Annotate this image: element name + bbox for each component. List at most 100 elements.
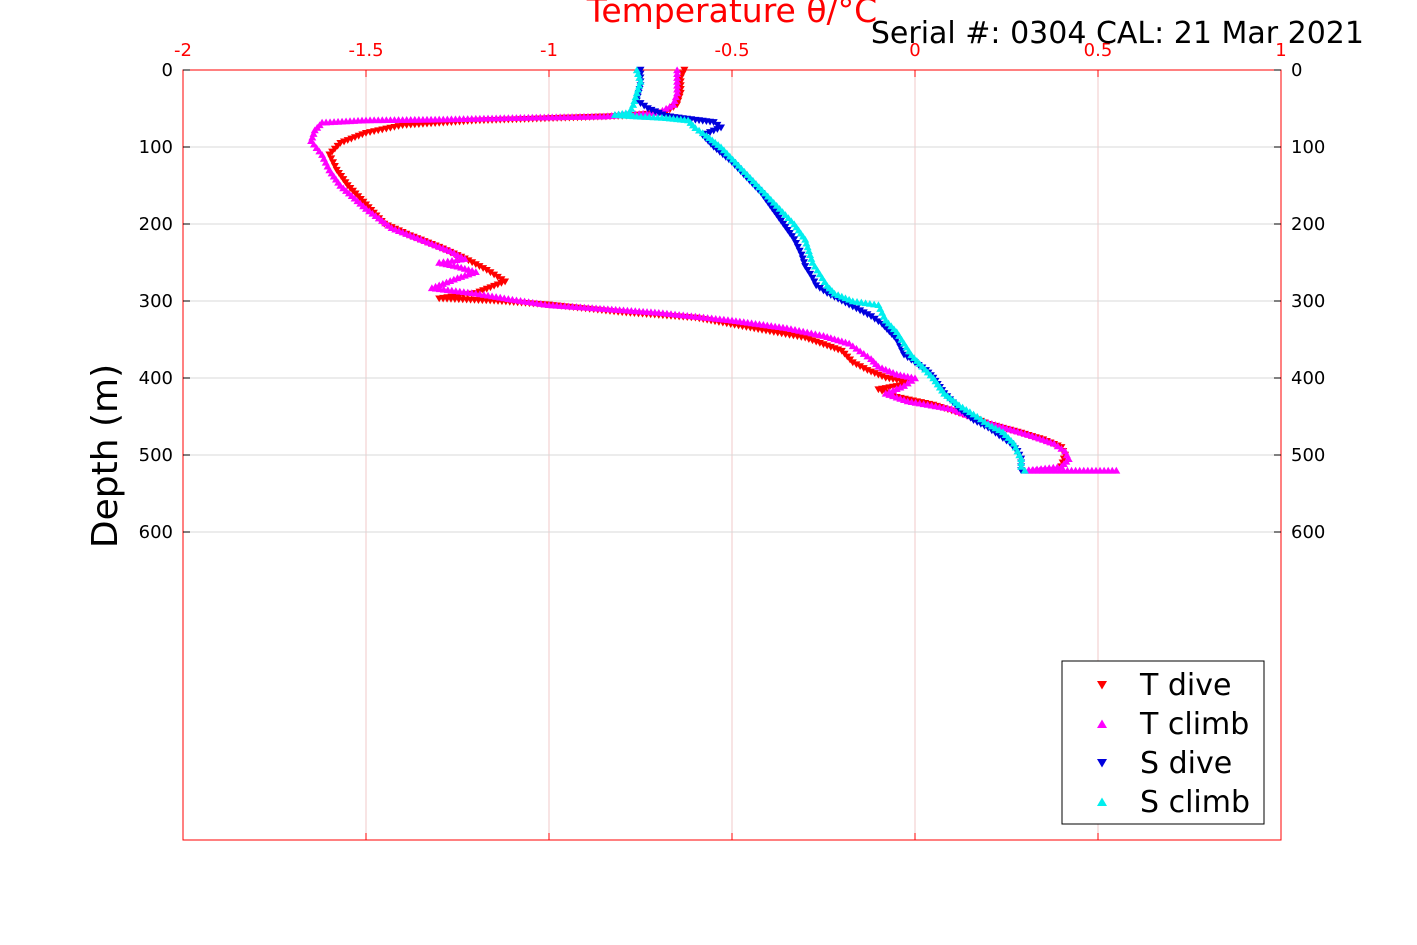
data-point [479, 265, 488, 272]
data-point [852, 361, 861, 369]
data-point [1017, 459, 1026, 466]
data-point [810, 278, 819, 286]
data-point [636, 77, 645, 85]
legend-box [1061, 660, 1265, 825]
legend-items: T dive T climb S dive S climb [1097, 668, 1250, 820]
data-point [969, 410, 978, 418]
data-points [307, 66, 1121, 474]
data-point [815, 284, 824, 292]
data-point [1053, 442, 1062, 450]
data-point [795, 247, 804, 255]
data-point [954, 401, 963, 409]
x-tick-label: 0 [909, 40, 920, 61]
legend-marker [1097, 719, 1107, 728]
data-point [863, 352, 872, 360]
data-point [698, 129, 707, 137]
x-axis-label: Temperature θ/°C [586, 0, 877, 30]
data-point [1020, 466, 1029, 474]
y-tick-label-right: 600 [1291, 522, 1325, 543]
data-point [636, 66, 645, 74]
data-point [848, 359, 857, 367]
data-point [709, 119, 718, 126]
serial-calibration-header: Serial #: 0304 CAL: 21 Mar 2021 [871, 16, 1364, 51]
data-point [631, 93, 640, 101]
data-point [634, 70, 643, 78]
data-point [806, 270, 815, 278]
data-point [807, 255, 816, 262]
data-point [859, 309, 868, 317]
data-point [636, 100, 645, 107]
data-point [713, 121, 722, 129]
data-point [859, 350, 868, 357]
data-point [801, 235, 810, 243]
data-point [793, 243, 802, 251]
legend-marker [1097, 681, 1107, 690]
series-s-climb [610, 66, 1029, 474]
data-point [812, 282, 821, 290]
data-point [327, 155, 336, 163]
y-tick-label-left: 400 [139, 368, 173, 389]
x-tick-label: -1 [540, 40, 558, 61]
legend-item: S dive [1097, 746, 1232, 781]
data-point [976, 415, 985, 423]
data-point [671, 93, 680, 101]
data-point [1112, 466, 1121, 474]
y-tick-label-right: 400 [1291, 368, 1325, 389]
data-point [673, 85, 682, 93]
data-point [792, 240, 801, 247]
data-point [797, 251, 806, 259]
data-point [486, 269, 495, 277]
data-point [632, 66, 641, 74]
data-point [691, 124, 700, 131]
data-point [802, 239, 811, 247]
data-point [673, 81, 682, 89]
x-tick-label: -0.5 [714, 40, 749, 61]
data-point [330, 163, 339, 170]
legend-item: T dive [1097, 668, 1231, 703]
data-point [907, 376, 916, 384]
data-point [475, 263, 484, 270]
data-point [980, 418, 989, 425]
data-point [632, 89, 641, 97]
legend-marker [1097, 759, 1107, 768]
data-point [870, 315, 879, 323]
data-point [790, 236, 799, 243]
data-point [634, 85, 643, 93]
data-point [874, 318, 883, 326]
y-tick-label-left: 100 [139, 137, 173, 158]
y-tick-label-right: 200 [1291, 214, 1325, 235]
data-point [695, 126, 704, 134]
data-point [806, 251, 815, 258]
data-point [673, 70, 682, 78]
x-tick-label: -1.5 [348, 40, 383, 61]
data-point [1017, 455, 1026, 463]
data-point [856, 363, 865, 371]
legend-label: T dive [1139, 668, 1231, 703]
data-point [670, 97, 679, 104]
data-point [493, 273, 502, 281]
data-point [973, 412, 982, 420]
legend-label: T climb [1139, 707, 1249, 742]
data-point [798, 255, 807, 263]
data-point [958, 403, 967, 411]
legend-item: T climb [1097, 707, 1249, 742]
data-point [635, 74, 644, 81]
data-point [845, 339, 854, 347]
y-tick-label-right: 0 [1291, 60, 1302, 81]
data-point [848, 342, 857, 350]
data-point [962, 405, 971, 413]
data-point [867, 313, 876, 320]
data-point [823, 290, 832, 297]
y-tick-label-right: 100 [1291, 137, 1325, 158]
data-point [819, 287, 828, 295]
x-tick-label: -2 [174, 40, 192, 61]
data-point [856, 307, 865, 315]
data-point [497, 276, 506, 284]
data-point [673, 89, 682, 97]
data-point [804, 247, 813, 255]
data-point [856, 347, 865, 355]
data-point [1050, 439, 1059, 447]
legend-label: S dive [1140, 746, 1232, 781]
